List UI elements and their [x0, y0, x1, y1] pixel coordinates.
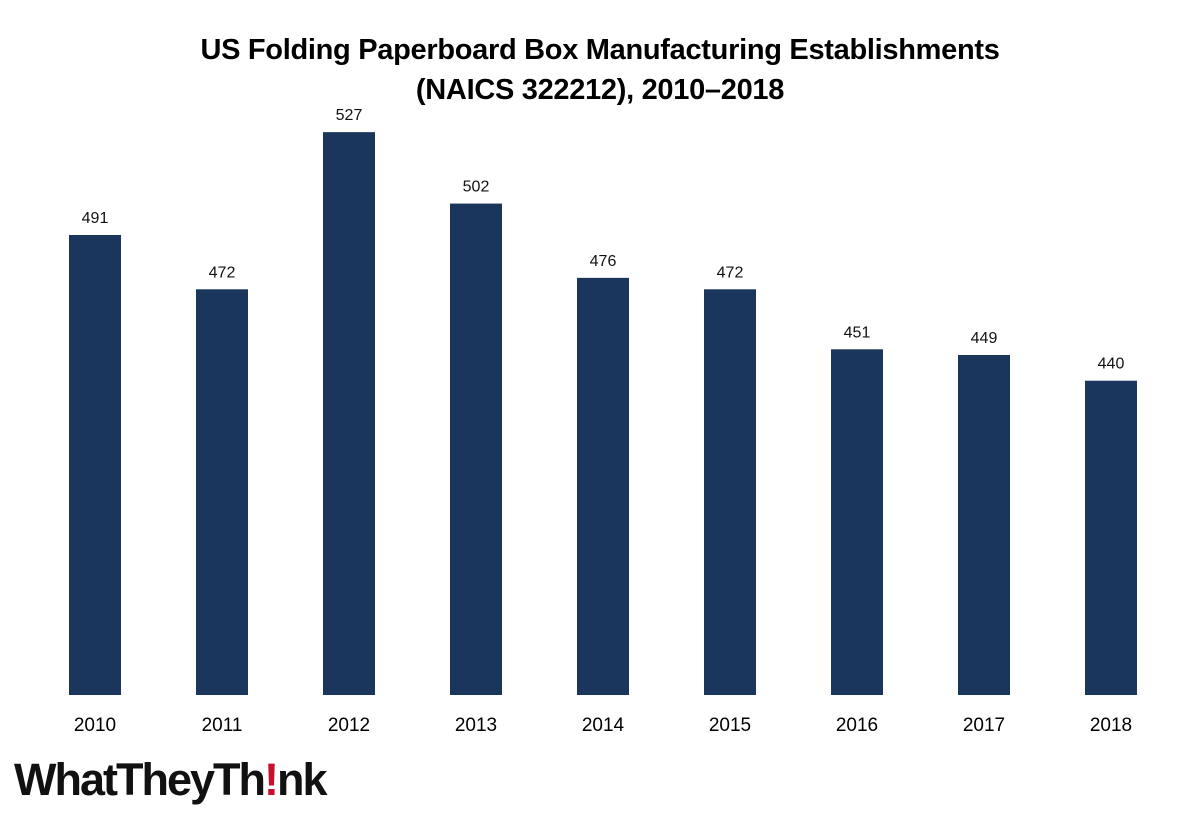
- x-tick-label-2010: 2010: [74, 715, 116, 736]
- chart-subtitle: (NAICS 322212), 2010–2018: [415, 74, 785, 106]
- value-label-2015: 472: [717, 264, 744, 281]
- chart-title: US Folding Paperboard Box Manufacturing …: [200, 34, 1000, 66]
- chart-title-block: US Folding Paperboard Box Manufacturing …: [0, 30, 1200, 110]
- x-axis-tick-labels: 2010 2011 2012 2013 2014 2015 2016 2017 2018: [74, 715, 1132, 736]
- bar-2015: [704, 289, 756, 695]
- logo-text-end: nk: [276, 754, 327, 805]
- logo-text-start: WhatTheyTh: [14, 754, 266, 805]
- value-label-2010: 491: [82, 210, 109, 227]
- bar-2016: [831, 349, 883, 695]
- x-tick-label-2016: 2016: [836, 715, 878, 736]
- value-label-2012: 527: [336, 107, 363, 124]
- value-label-2011: 472: [209, 264, 236, 281]
- x-tick-label-2017: 2017: [963, 715, 1005, 736]
- bar-2018: [1085, 380, 1137, 695]
- bar-2012: [323, 132, 375, 696]
- x-tick-label-2015: 2015: [709, 715, 751, 736]
- x-tick-label-2018: 2018: [1090, 715, 1132, 736]
- x-tick-label-2014: 2014: [582, 715, 625, 736]
- value-label-2014: 476: [590, 253, 617, 270]
- bar-2010: [69, 235, 121, 695]
- x-tick-label-2013: 2013: [455, 715, 497, 736]
- bar-2011: [196, 289, 248, 695]
- value-label-2016: 451: [844, 324, 871, 341]
- value-labels-group: 491 472 527 502 476 472 451 449 440: [82, 107, 1125, 373]
- value-label-2018: 440: [1098, 356, 1125, 373]
- bar-2017: [958, 355, 1010, 695]
- x-tick-label-2012: 2012: [328, 715, 370, 736]
- bar-2014: [577, 277, 629, 695]
- x-tick-label-2011: 2011: [202, 715, 243, 736]
- bars-group: [69, 132, 1137, 696]
- value-label-2017: 449: [971, 330, 998, 347]
- bar-2013: [450, 203, 502, 696]
- whattheythink-logo: WhatTheyTh!nk: [14, 752, 327, 808]
- value-label-2013: 502: [463, 179, 490, 196]
- logo-exclamation-mark: !: [263, 754, 279, 805]
